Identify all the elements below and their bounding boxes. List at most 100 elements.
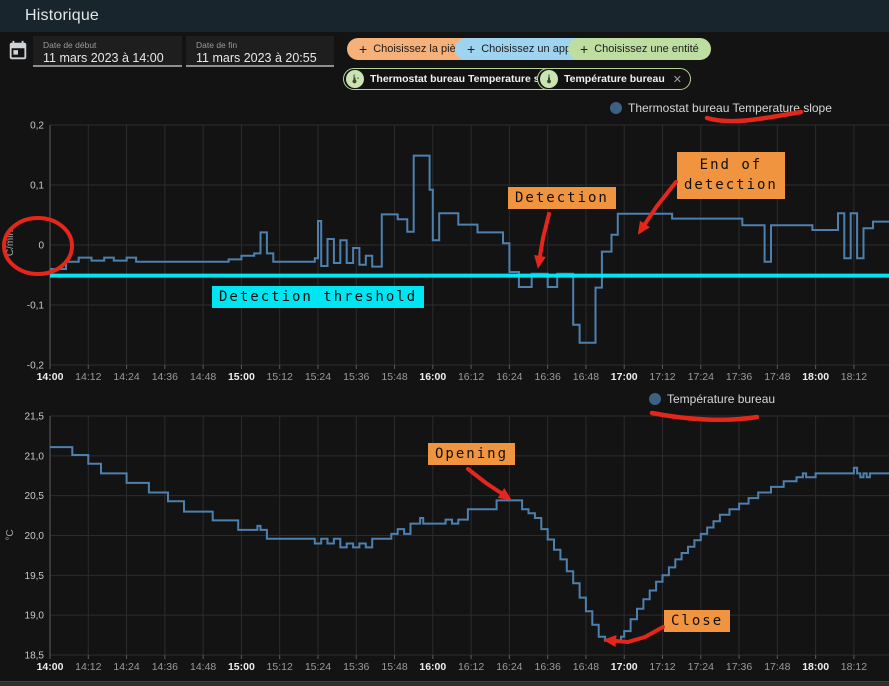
x-tick-label: 18:00 xyxy=(802,661,829,673)
x-tick-label: 16:36 xyxy=(535,371,561,383)
thermometer-chevron-icon xyxy=(346,70,364,88)
x-tick-label: 14:00 xyxy=(37,371,64,383)
x-tick-label: 15:36 xyxy=(343,661,369,673)
plus-icon: + xyxy=(467,41,476,57)
x-tick-label: 15:12 xyxy=(267,371,293,383)
x-tick-label: 17:00 xyxy=(611,371,638,383)
x-tick-label: 14:36 xyxy=(152,371,178,383)
x-tick-label: 16:48 xyxy=(573,371,599,383)
x-tick-label: 17:48 xyxy=(764,371,790,383)
x-tick-label: 15:12 xyxy=(267,661,293,673)
y-tick-label: 19,0 xyxy=(25,611,45,622)
y-tick-label: -0,2 xyxy=(27,361,45,372)
date-range-icon-button[interactable] xyxy=(5,39,31,65)
legend-label[interactable]: Température bureau xyxy=(667,392,775,406)
y-axis-title: °C xyxy=(5,529,16,540)
x-tick-label: 16:24 xyxy=(496,661,522,673)
annotation-detection-threshold: Detection threshold xyxy=(212,286,425,308)
y-tick-label: 19,5 xyxy=(25,571,45,582)
annotation-detection: Detection xyxy=(508,187,616,209)
page-title: Historique xyxy=(25,7,100,24)
x-tick-label: 17:36 xyxy=(726,661,752,673)
x-tick-label: 17:12 xyxy=(649,371,675,383)
choose-entity-label: Choisissez une entité xyxy=(594,43,699,55)
y-tick-label: -0,1 xyxy=(27,301,45,312)
x-tick-label: 15:36 xyxy=(343,371,369,383)
x-tick-label: 17:24 xyxy=(688,371,714,383)
x-tick-label: 15:00 xyxy=(228,371,255,383)
chip-label: Thermostat bureau Temperature slope xyxy=(370,73,562,85)
x-tick-label: 16:36 xyxy=(535,661,561,673)
legend-dot[interactable] xyxy=(649,393,661,405)
chip-label: Température bureau xyxy=(564,73,665,85)
choose-device-button[interactable]: + Choisissez un appareil xyxy=(455,38,604,60)
plus-icon: + xyxy=(359,41,368,57)
x-tick-label: 15:48 xyxy=(381,661,407,673)
annotation-end-of-detection: End of detection xyxy=(677,152,785,199)
x-tick-label: 17:12 xyxy=(649,661,675,673)
x-tick-label: 16:00 xyxy=(419,371,446,383)
choose-entity-button[interactable]: + Choisissez une entité xyxy=(568,38,711,60)
y-tick-label: 20,0 xyxy=(25,531,45,542)
x-tick-label: 16:12 xyxy=(458,371,484,383)
x-tick-label: 15:48 xyxy=(381,371,407,383)
chip-temperature-slope[interactable]: Thermostat bureau Temperature slope ✕ xyxy=(343,68,588,90)
y-tick-label: 0,1 xyxy=(30,181,44,192)
annotation-opening: Opening xyxy=(428,443,516,465)
x-tick-label: 15:24 xyxy=(305,371,331,383)
choose-area-button[interactable]: + Choisissez la pièce xyxy=(347,38,480,60)
temperature-chart[interactable]: 21,5 21,0 20,5 20,0 19,5 19,0 18,514:00 14:12 14… xyxy=(5,392,889,673)
y-tick-label: 21,5 xyxy=(25,412,45,423)
start-date-label: Date de début xyxy=(43,40,97,50)
y-tick-label: 0,2 xyxy=(30,121,44,132)
x-tick-label: 17:36 xyxy=(726,371,752,383)
app-header: Historique xyxy=(0,0,889,32)
x-tick-label: 17:24 xyxy=(688,661,714,673)
x-tick-label: 14:00 xyxy=(37,661,64,673)
start-date-field[interactable]: Date de début 11 mars 2023 à 14:00 xyxy=(33,36,182,67)
close-icon[interactable]: ✕ xyxy=(672,73,682,86)
x-tick-label: 16:48 xyxy=(573,661,599,673)
chip-temperature-bureau[interactable]: Température bureau ✕ xyxy=(537,68,691,90)
x-tick-label: 14:48 xyxy=(190,371,216,383)
calendar-icon xyxy=(7,40,29,65)
end-date-label: Date de fin xyxy=(196,40,238,50)
y-tick-label: 20,5 xyxy=(25,491,45,502)
x-tick-label: 15:24 xyxy=(305,661,331,673)
bottom-scrollbar-strip xyxy=(0,681,889,686)
x-tick-label: 18:00 xyxy=(802,371,829,383)
temperature_slope-series-line xyxy=(50,154,889,344)
end-date-field[interactable]: Date de fin 11 mars 2023 à 20:55 xyxy=(186,36,334,67)
y-tick-label: 21,0 xyxy=(25,451,45,462)
x-tick-label: 18:12 xyxy=(841,661,867,673)
choose-device-label: Choisissez un appareil xyxy=(481,43,592,55)
temperature-series-line xyxy=(50,446,889,642)
x-tick-label: 15:00 xyxy=(228,661,255,673)
x-tick-label: 17:00 xyxy=(611,661,638,673)
y-tick-label: 18,5 xyxy=(25,651,45,662)
end-date-value: 11 mars 2023 à 20:55 xyxy=(196,51,317,65)
x-tick-label: 16:00 xyxy=(419,661,446,673)
x-tick-label: 14:12 xyxy=(75,661,101,673)
temperature_slope-chart[interactable]: 0,2 0,1 0 -0,1 -0,214:00 14:12 14:24 14:36 14:48… xyxy=(5,101,889,383)
y-axis-title: °C/min xyxy=(5,230,16,260)
x-tick-label: 17:48 xyxy=(764,661,790,673)
x-tick-label: 14:12 xyxy=(75,371,101,383)
x-tick-label: 14:24 xyxy=(113,371,139,383)
legend-dot[interactable] xyxy=(610,102,622,114)
legend-label[interactable]: Thermostat bureau Temperature slope xyxy=(628,101,832,115)
choose-area-label: Choisissez la pièce xyxy=(373,43,468,55)
x-tick-label: 16:24 xyxy=(496,371,522,383)
x-tick-label: 14:36 xyxy=(152,661,178,673)
annotation-close: Close xyxy=(664,610,731,632)
start-date-value: 11 mars 2023 à 14:00 xyxy=(43,51,164,65)
plus-icon: + xyxy=(580,41,589,57)
y-tick-label: 0 xyxy=(38,241,44,252)
x-tick-label: 14:48 xyxy=(190,661,216,673)
x-tick-label: 14:24 xyxy=(113,661,139,673)
x-tick-label: 18:12 xyxy=(841,371,867,383)
x-tick-label: 16:12 xyxy=(458,661,484,673)
thermometer-icon xyxy=(540,70,558,88)
